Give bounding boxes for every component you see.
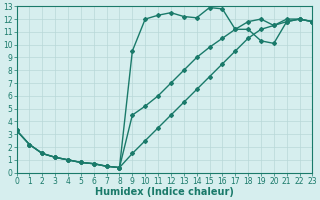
X-axis label: Humidex (Indice chaleur): Humidex (Indice chaleur) (95, 187, 234, 197)
